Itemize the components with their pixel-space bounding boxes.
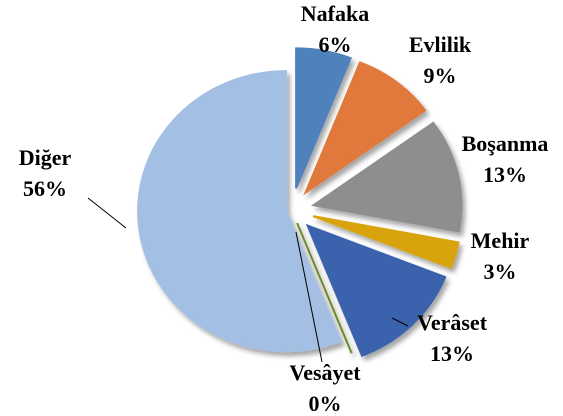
pie-slice [137,70,342,353]
leader-line [391,317,409,327]
slice-label: Diğer [19,145,72,170]
slice-value-label: 3% [484,259,517,284]
slice-value-label: 9% [424,63,457,88]
slice-label: Evlilik [409,32,472,57]
pie-slice [303,61,427,196]
pie-slice [312,215,460,269]
slice-label: Nafaka [301,1,369,26]
pie [137,47,463,357]
slice-value-label: 13% [430,341,474,366]
slice-value-label: 6% [319,32,352,57]
slice-label: Verâset [417,310,488,335]
slice-label: Boşanma [462,131,549,156]
slice-value-label: 13% [483,162,527,187]
labels: Nafaka 6% Evlilik 9% Boşanma 13% Mehir 3% Verâse… [19,1,549,416]
slice-label: Mehir [471,228,530,253]
pie-slice [305,223,447,357]
slice-label: Vesâyet [289,360,361,385]
leader-line [295,231,323,363]
slice-value-label: 56% [23,176,67,201]
pie-slice [295,47,352,189]
leader-line [87,197,127,229]
pie-slice [310,121,463,233]
slice-value-label: 0% [309,391,342,416]
